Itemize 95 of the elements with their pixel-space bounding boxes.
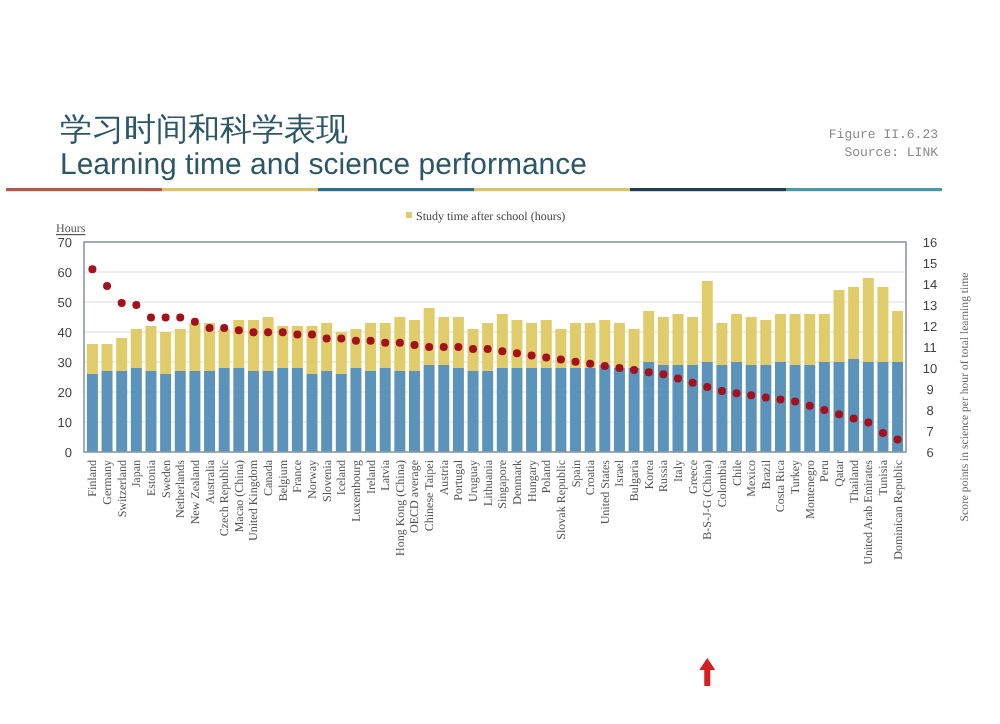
bar (452, 368, 464, 452)
point (630, 366, 639, 375)
bar (160, 332, 172, 374)
point (688, 378, 697, 387)
point (439, 343, 448, 351)
bar (818, 362, 830, 452)
point (425, 343, 434, 351)
point (293, 330, 302, 339)
bar (204, 371, 216, 452)
point (527, 351, 536, 360)
bar (365, 323, 377, 371)
point (220, 324, 229, 333)
bar (892, 311, 904, 362)
point (278, 328, 287, 337)
bar (321, 371, 333, 452)
point (132, 301, 141, 309)
bar (160, 374, 172, 452)
point (249, 328, 258, 337)
point (103, 282, 112, 291)
point (542, 353, 551, 362)
bar (774, 362, 786, 452)
point (308, 330, 317, 339)
point (556, 355, 565, 364)
point (410, 340, 419, 349)
bar (408, 371, 420, 452)
point (747, 391, 756, 400)
bar (291, 326, 303, 368)
point (893, 435, 902, 444)
bar (731, 362, 743, 452)
bar (526, 323, 538, 368)
bar (818, 314, 830, 362)
point (483, 345, 492, 354)
point (835, 410, 844, 419)
bar (570, 368, 582, 452)
bar (613, 323, 625, 368)
point (703, 382, 712, 391)
point (615, 364, 624, 372)
bar (86, 374, 98, 452)
point (469, 345, 478, 354)
point (190, 317, 199, 326)
point (673, 374, 682, 383)
point (644, 368, 653, 377)
point (864, 418, 873, 427)
point (322, 334, 331, 343)
chart-title: 学习时间和科学表现 (60, 112, 348, 148)
point (512, 349, 521, 358)
bar (687, 317, 699, 365)
bar (247, 320, 259, 371)
point (659, 370, 668, 379)
point (717, 387, 726, 396)
point (351, 336, 360, 345)
bar (365, 371, 377, 452)
point (732, 389, 741, 398)
bar (687, 365, 699, 452)
point (791, 397, 800, 406)
bar (570, 323, 582, 368)
bar (86, 344, 98, 374)
bar (526, 368, 538, 452)
point (878, 429, 887, 438)
point (146, 313, 155, 322)
bar (657, 317, 669, 365)
bar (731, 314, 743, 362)
bar (408, 320, 420, 371)
chart-subtitle: Learning time and science performance (60, 148, 587, 182)
point (761, 393, 770, 402)
bar (657, 365, 669, 452)
point (161, 313, 170, 322)
point (234, 326, 243, 335)
bar (774, 314, 786, 362)
point (205, 324, 214, 333)
point (586, 359, 595, 368)
bar (247, 371, 259, 452)
point (381, 338, 390, 347)
point (849, 414, 858, 423)
point (805, 401, 814, 410)
bar (321, 323, 333, 371)
point (571, 357, 580, 366)
point (776, 395, 785, 404)
bar (306, 374, 318, 452)
bar (204, 323, 216, 371)
point (117, 298, 126, 307)
bar (892, 362, 904, 452)
point (498, 347, 507, 356)
bar (613, 368, 625, 452)
point (176, 313, 185, 322)
point (600, 361, 609, 370)
point (337, 334, 346, 343)
point (395, 338, 404, 347)
point (88, 265, 97, 274)
point (366, 336, 375, 345)
point (454, 343, 463, 351)
bar (672, 314, 684, 365)
point (820, 406, 829, 414)
point (264, 328, 273, 337)
bar (291, 368, 303, 452)
